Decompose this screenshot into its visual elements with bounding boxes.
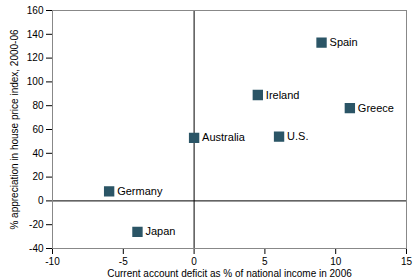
svg-text:Australia: Australia (202, 131, 246, 143)
svg-text:0: 0 (191, 256, 197, 267)
svg-text:15: 15 (401, 256, 413, 267)
svg-text:160: 160 (27, 5, 44, 16)
svg-text:80: 80 (32, 100, 44, 111)
svg-text:Current account deficit as % o: Current account deficit as % of national… (107, 268, 352, 279)
svg-text:120: 120 (27, 52, 44, 63)
svg-text:0: 0 (38, 195, 44, 206)
svg-text:-10: -10 (45, 256, 60, 267)
svg-text:-40: -40 (29, 243, 44, 254)
svg-text:Japan: Japan (145, 225, 175, 237)
svg-text:60: 60 (32, 124, 44, 135)
svg-text:-20: -20 (29, 219, 44, 230)
svg-text:U.S.: U.S. (287, 130, 308, 142)
svg-text:40: 40 (32, 148, 44, 159)
svg-text:% appreciation in house price: % appreciation in house price index, 200… (9, 29, 20, 230)
svg-text:Ireland: Ireland (266, 89, 300, 101)
svg-text:Greece: Greece (358, 102, 394, 114)
svg-text:140: 140 (27, 29, 44, 40)
svg-text:20: 20 (32, 171, 44, 182)
svg-text:Spain: Spain (330, 36, 358, 48)
svg-text:10: 10 (330, 256, 342, 267)
svg-text:-5: -5 (119, 256, 128, 267)
svg-text:Germany: Germany (117, 185, 163, 197)
svg-text:100: 100 (27, 76, 44, 87)
svg-text:5: 5 (262, 256, 268, 267)
